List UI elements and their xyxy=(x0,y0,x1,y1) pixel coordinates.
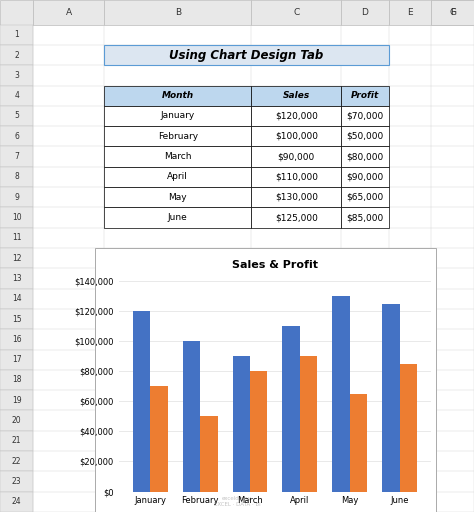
Text: $65,000: $65,000 xyxy=(346,193,383,202)
Text: 9: 9 xyxy=(14,193,19,202)
Bar xyxy=(150,387,168,492)
FancyBboxPatch shape xyxy=(251,86,341,106)
Text: $125,000: $125,000 xyxy=(275,213,318,222)
Bar xyxy=(332,296,350,492)
Text: June: June xyxy=(168,213,188,222)
FancyBboxPatch shape xyxy=(0,370,33,390)
Text: $100,000: $100,000 xyxy=(275,132,318,141)
FancyBboxPatch shape xyxy=(0,45,33,65)
Text: 14: 14 xyxy=(12,294,21,303)
Text: $70,000: $70,000 xyxy=(346,112,383,120)
FancyBboxPatch shape xyxy=(0,228,33,248)
FancyBboxPatch shape xyxy=(0,350,33,370)
Text: 23: 23 xyxy=(12,477,21,486)
Text: January: January xyxy=(161,112,195,120)
Text: March: March xyxy=(164,152,191,161)
FancyBboxPatch shape xyxy=(431,0,474,25)
Text: 12: 12 xyxy=(12,253,21,263)
FancyBboxPatch shape xyxy=(0,390,33,411)
Text: Profit: Profit xyxy=(351,91,379,100)
Bar xyxy=(233,356,250,492)
Text: April: April xyxy=(167,173,188,181)
Text: $120,000: $120,000 xyxy=(275,112,318,120)
FancyBboxPatch shape xyxy=(0,106,33,126)
Bar xyxy=(283,326,300,492)
Text: $80,000: $80,000 xyxy=(346,152,383,161)
FancyBboxPatch shape xyxy=(0,431,33,451)
Bar xyxy=(133,311,150,492)
FancyBboxPatch shape xyxy=(104,207,251,228)
FancyBboxPatch shape xyxy=(0,207,33,228)
FancyBboxPatch shape xyxy=(95,248,436,512)
Text: 19: 19 xyxy=(12,396,21,405)
Text: exceldemy
EXCEL · DATA · BI: exceldemy EXCEL · DATA · BI xyxy=(214,496,260,507)
FancyBboxPatch shape xyxy=(104,146,251,167)
FancyBboxPatch shape xyxy=(431,0,474,25)
FancyBboxPatch shape xyxy=(251,0,341,25)
Text: 3: 3 xyxy=(14,71,19,80)
Text: 15: 15 xyxy=(12,314,21,324)
FancyBboxPatch shape xyxy=(251,187,341,207)
FancyBboxPatch shape xyxy=(251,106,341,126)
Text: $85,000: $85,000 xyxy=(346,213,383,222)
Text: $110,000: $110,000 xyxy=(275,173,318,181)
Text: 5: 5 xyxy=(14,112,19,120)
FancyBboxPatch shape xyxy=(0,25,33,45)
Text: 10: 10 xyxy=(12,213,21,222)
FancyBboxPatch shape xyxy=(104,187,251,207)
FancyBboxPatch shape xyxy=(104,167,251,187)
FancyBboxPatch shape xyxy=(341,106,389,126)
Text: February: February xyxy=(158,132,198,141)
Text: G: G xyxy=(449,8,456,17)
FancyBboxPatch shape xyxy=(341,126,389,146)
FancyBboxPatch shape xyxy=(0,167,33,187)
Text: C: C xyxy=(293,8,300,17)
FancyBboxPatch shape xyxy=(0,187,33,207)
Text: Month: Month xyxy=(162,91,194,100)
Text: 6: 6 xyxy=(14,132,19,141)
FancyBboxPatch shape xyxy=(0,65,33,86)
Text: 7: 7 xyxy=(14,152,19,161)
Text: 22: 22 xyxy=(12,457,21,466)
FancyBboxPatch shape xyxy=(33,0,104,25)
FancyBboxPatch shape xyxy=(0,0,33,25)
Text: $50,000: $50,000 xyxy=(346,132,383,141)
FancyBboxPatch shape xyxy=(0,309,33,329)
Text: Using Chart Design Tab: Using Chart Design Tab xyxy=(169,49,324,61)
Bar xyxy=(300,356,317,492)
Text: 21: 21 xyxy=(12,436,21,445)
FancyBboxPatch shape xyxy=(341,187,389,207)
FancyBboxPatch shape xyxy=(341,167,389,187)
FancyBboxPatch shape xyxy=(0,126,33,146)
Bar xyxy=(250,371,267,492)
FancyBboxPatch shape xyxy=(251,146,341,167)
Text: Sales: Sales xyxy=(283,91,310,100)
FancyBboxPatch shape xyxy=(104,126,251,146)
FancyBboxPatch shape xyxy=(0,289,33,309)
FancyBboxPatch shape xyxy=(0,268,33,289)
Text: $90,000: $90,000 xyxy=(346,173,383,181)
FancyBboxPatch shape xyxy=(0,248,33,268)
Text: 11: 11 xyxy=(12,233,21,242)
Text: D: D xyxy=(362,8,368,17)
FancyBboxPatch shape xyxy=(104,86,251,106)
FancyBboxPatch shape xyxy=(0,472,33,492)
FancyBboxPatch shape xyxy=(104,0,251,25)
Bar xyxy=(200,416,218,492)
Text: $130,000: $130,000 xyxy=(275,193,318,202)
FancyBboxPatch shape xyxy=(104,106,251,126)
FancyBboxPatch shape xyxy=(341,0,389,25)
Bar xyxy=(382,304,400,492)
Text: 20: 20 xyxy=(12,416,21,425)
Text: B: B xyxy=(175,8,181,17)
FancyBboxPatch shape xyxy=(0,451,33,472)
Text: May: May xyxy=(168,193,187,202)
FancyBboxPatch shape xyxy=(104,45,389,65)
Text: 8: 8 xyxy=(14,173,19,181)
Bar xyxy=(400,364,417,492)
Text: A: A xyxy=(66,8,72,17)
FancyBboxPatch shape xyxy=(251,207,341,228)
Title: Sales & Profit: Sales & Profit xyxy=(232,260,318,270)
Text: $90,000: $90,000 xyxy=(278,152,315,161)
